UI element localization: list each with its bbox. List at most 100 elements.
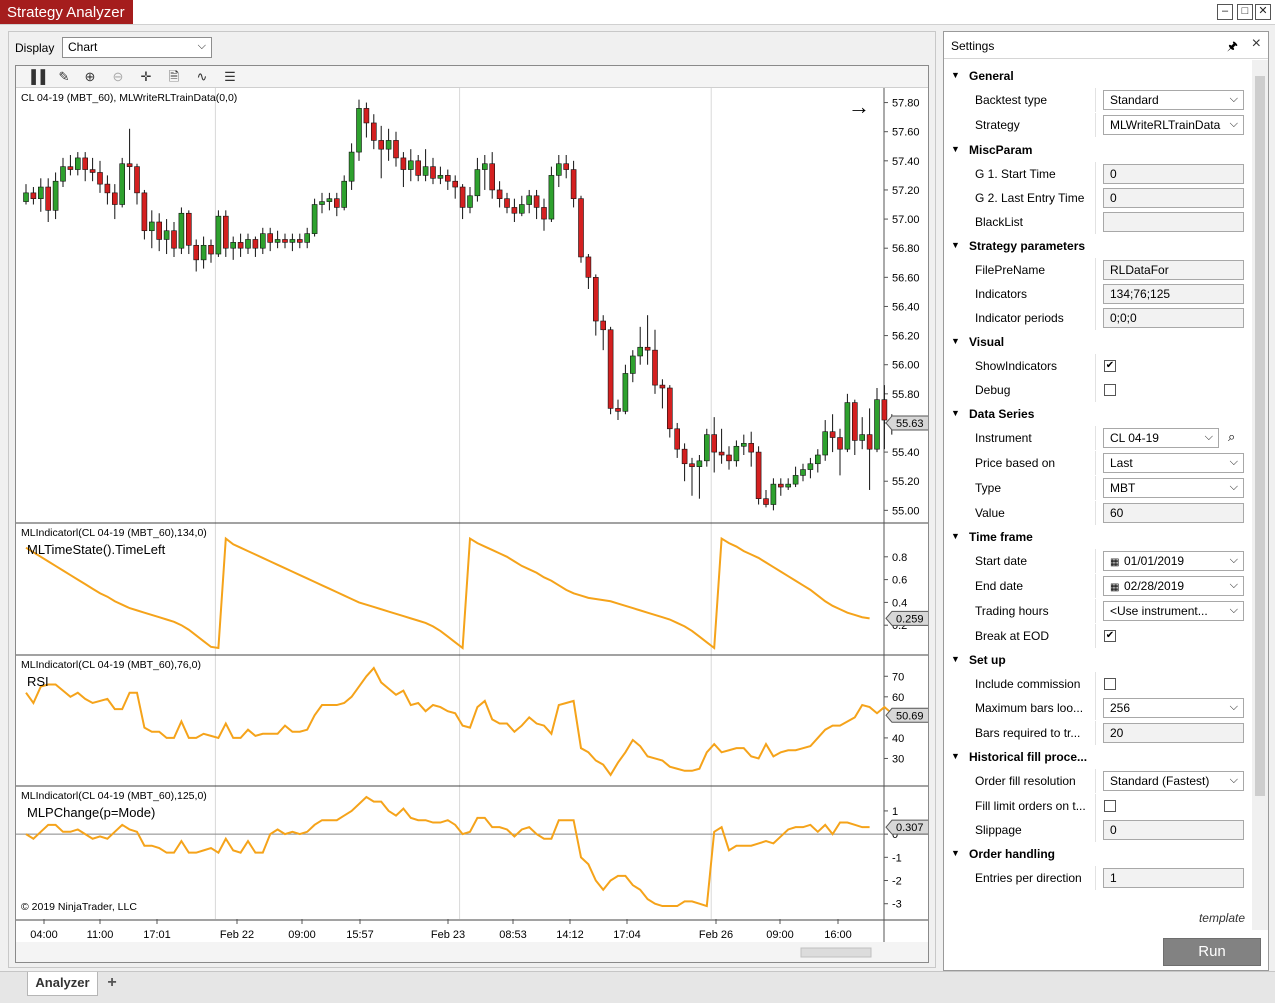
property-row[interactable]: FilePreName RLDataFor: [944, 258, 1252, 282]
property-row[interactable]: BlackList: [944, 210, 1252, 234]
property-dropdown[interactable]: ▦ 02/28/2019 ⌵: [1103, 576, 1244, 596]
scrollbar-thumb[interactable]: [1255, 76, 1265, 796]
property-text-field[interactable]: 1: [1103, 868, 1244, 888]
column-separator: [1095, 210, 1096, 234]
expand-triangle-icon[interactable]: ▼: [951, 848, 960, 858]
display-select[interactable]: Chart ⌵: [62, 37, 212, 58]
property-label: Instrument: [975, 431, 1032, 445]
checkbox[interactable]: ✔: [1104, 360, 1116, 372]
run-button[interactable]: Run: [1163, 938, 1261, 966]
property-row[interactable]: Indicator periods 0;0;0: [944, 306, 1252, 330]
property-row[interactable]: Fill limit orders on t...: [944, 794, 1252, 818]
property-row[interactable]: Value 60: [944, 501, 1252, 525]
property-dropdown[interactable]: ▦ 01/01/2019 ⌵: [1103, 551, 1244, 571]
property-text-field[interactable]: 0;0;0: [1103, 308, 1244, 328]
crosshair-icon[interactable]: ✛: [140, 69, 152, 84]
property-row[interactable]: End date ▦ 02/28/2019 ⌵: [944, 574, 1252, 599]
property-text-field[interactable]: 134;76;125: [1103, 284, 1244, 304]
property-row[interactable]: Break at EOD ✔: [944, 624, 1252, 648]
property-row[interactable]: ShowIndicators ✔: [944, 354, 1252, 378]
property-row[interactable]: Trading hours <Use instrument... ⌵: [944, 599, 1252, 624]
property-label: ShowIndicators: [975, 359, 1058, 373]
expand-triangle-icon[interactable]: ▼: [951, 751, 960, 761]
expand-triangle-icon[interactable]: ▼: [951, 336, 960, 346]
property-row[interactable]: Entries per direction 1: [944, 866, 1252, 890]
property-dropdown[interactable]: CL 04-19 ⌵: [1103, 428, 1219, 448]
expand-triangle-icon[interactable]: ▼: [951, 531, 960, 541]
property-row[interactable]: Price based on Last ⌵: [944, 451, 1252, 476]
add-tab-button[interactable]: +: [107, 974, 117, 991]
property-text-field[interactable]: 20: [1103, 723, 1244, 743]
expand-triangle-icon[interactable]: ▼: [951, 654, 960, 664]
settings-scrollbar[interactable]: [1252, 60, 1268, 930]
property-row[interactable]: Type MBT ⌵: [944, 476, 1252, 501]
navigate-arrow-icon[interactable]: →: [848, 94, 870, 119]
minimize-button[interactable]: –: [1217, 4, 1233, 20]
property-row[interactable]: G 2. Last Entry Time 0: [944, 186, 1252, 210]
property-dropdown[interactable]: MLWriteRLTrainData ⌵: [1103, 115, 1244, 135]
checkbox[interactable]: [1104, 678, 1116, 690]
property-row[interactable]: Indicators 134;76;125: [944, 282, 1252, 306]
calendar-icon[interactable]: ▦: [1110, 557, 1120, 568]
search-icon[interactable]: ⌕: [1228, 429, 1236, 444]
property-row[interactable]: Strategy MLWriteRLTrainData ⌵: [944, 113, 1252, 138]
expand-triangle-icon[interactable]: ▼: [951, 408, 960, 418]
strategies-list-icon[interactable]: ☰: [224, 69, 236, 84]
property-row[interactable]: Debug: [944, 378, 1252, 402]
property-text-field[interactable]: 0: [1103, 188, 1244, 208]
expand-triangle-icon[interactable]: ▼: [951, 240, 960, 250]
property-text-field[interactable]: [1103, 212, 1244, 232]
candle-body: [126, 163, 133, 167]
price-tick-label: 56.00: [892, 360, 920, 372]
property-row[interactable]: G 1. Start Time 0: [944, 162, 1252, 186]
indicators-icon[interactable]: ∿: [196, 69, 208, 84]
property-row[interactable]: Maximum bars loo... 256 ⌵: [944, 696, 1252, 721]
chart-canvas[interactable]: 57.80 57.60 57.40 57.20 57.00 56.80 56.60 56.40…: [16, 66, 928, 962]
bars-type-icon[interactable]: ▐▐: [26, 69, 46, 84]
drawing-tool-pencil-icon[interactable]: ✎: [58, 69, 70, 84]
property-row[interactable]: Order fill resolution Standard (Fastest) ⌵: [944, 769, 1252, 794]
zoom-out-icon[interactable]: ⊖: [112, 69, 124, 84]
property-row[interactable]: Bars required to tr... 20: [944, 721, 1252, 745]
property-text-field[interactable]: RLDataFor: [1103, 260, 1244, 280]
close-icon[interactable]: ×: [1251, 35, 1261, 52]
property-row[interactable]: Backtest type Standard ⌵: [944, 88, 1252, 113]
property-row[interactable]: Start date ▦ 01/01/2019 ⌵: [944, 549, 1252, 574]
property-dropdown[interactable]: 256 ⌵: [1103, 698, 1244, 718]
calendar-icon[interactable]: ▦: [1110, 582, 1120, 593]
expand-triangle-icon[interactable]: ▼: [951, 70, 960, 80]
property-label: Indicators: [975, 287, 1028, 301]
zoom-in-icon[interactable]: ⊕: [84, 69, 96, 84]
maximize-button[interactable]: □: [1237, 4, 1253, 20]
property-text-field[interactable]: 0: [1103, 820, 1244, 840]
pin-icon[interactable]: 🖈: [1226, 39, 1238, 53]
expand-triangle-icon[interactable]: ▼: [951, 144, 960, 154]
column-separator: [1095, 354, 1096, 378]
property-text-field[interactable]: 60: [1103, 503, 1244, 523]
checkbox[interactable]: [1104, 384, 1116, 396]
candle-body: [415, 160, 422, 176]
settings-title: Settings: [951, 39, 995, 53]
chart-area[interactable]: 57.80 57.60 57.40 57.20 57.00 56.80 56.60 56.40…: [15, 65, 929, 963]
property-row[interactable]: Instrument CL 04-19 ⌵ ⌕: [944, 426, 1252, 451]
checkbox[interactable]: [1104, 800, 1116, 812]
candle-body: [763, 498, 769, 505]
property-text-field[interactable]: 0: [1103, 164, 1244, 184]
column-separator: [1095, 113, 1096, 137]
property-value-text: MBT: [1110, 481, 1136, 495]
property-row[interactable]: Include commission: [944, 672, 1252, 696]
checkbox[interactable]: ✔: [1104, 630, 1116, 642]
property-dropdown[interactable]: Last ⌵: [1103, 453, 1244, 473]
property-label: G 2. Last Entry Time: [975, 191, 1085, 205]
property-dropdown[interactable]: Standard ⌵: [1103, 90, 1244, 110]
property-dropdown[interactable]: <Use instrument... ⌵: [1103, 601, 1244, 621]
property-row[interactable]: Slippage 0: [944, 818, 1252, 842]
property-label: G 1. Start Time: [975, 167, 1056, 181]
data-box-icon[interactable]: 🗎: [168, 69, 180, 84]
close-window-button[interactable]: ✕: [1255, 4, 1271, 20]
property-dropdown[interactable]: Standard (Fastest) ⌵: [1103, 771, 1244, 791]
tab-analyzer[interactable]: Analyzer: [27, 972, 98, 996]
property-dropdown[interactable]: MBT ⌵: [1103, 478, 1244, 498]
indicator-line: [25, 666, 900, 777]
template-link[interactable]: template: [1198, 911, 1245, 925]
